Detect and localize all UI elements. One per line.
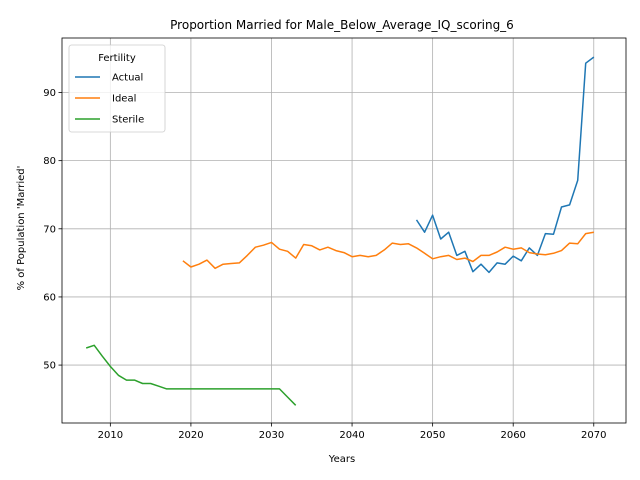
- series-lines: [85, 56, 595, 406]
- legend-entry-ideal: Ideal: [112, 94, 136, 105]
- x-tick-label: 2020: [178, 430, 203, 441]
- y-axis-label: % of Population 'Married': [16, 166, 27, 291]
- legend: Fertility Actual Ideal Sterile: [68, 44, 166, 133]
- chart-title: Proportion Married for Male_Below_Averag…: [170, 18, 514, 32]
- x-tick-label: 2030: [259, 430, 284, 441]
- y-tick-label: 60: [43, 292, 56, 303]
- y-tick-label: 80: [43, 156, 56, 167]
- series-line-sterile: [85, 344, 297, 406]
- axis-ticks: 2010 2020 2030 2040 2050 2060 2070 50 60 70 80 90: [43, 88, 606, 441]
- legend-entry-actual: Actual: [112, 73, 143, 84]
- y-tick-label: 50: [43, 361, 56, 372]
- grid-lines: [62, 38, 626, 423]
- series-line-ideal: [182, 231, 594, 270]
- y-tick-label: 70: [43, 224, 56, 235]
- legend-box: [68, 44, 166, 133]
- x-tick-label: 2010: [98, 430, 123, 441]
- y-tick-label: 90: [43, 88, 56, 99]
- x-tick-label: 2060: [500, 430, 525, 441]
- x-axis-label: Years: [328, 454, 355, 465]
- x-tick-label: 2050: [420, 430, 445, 441]
- legend-title: Fertility: [98, 53, 136, 64]
- series-line-actual: [415, 56, 595, 274]
- legend-entry-sterile: Sterile: [112, 115, 144, 126]
- x-tick-label: 2070: [581, 430, 606, 441]
- x-tick-label: 2040: [339, 430, 364, 441]
- plot-area-frame: [61, 37, 627, 424]
